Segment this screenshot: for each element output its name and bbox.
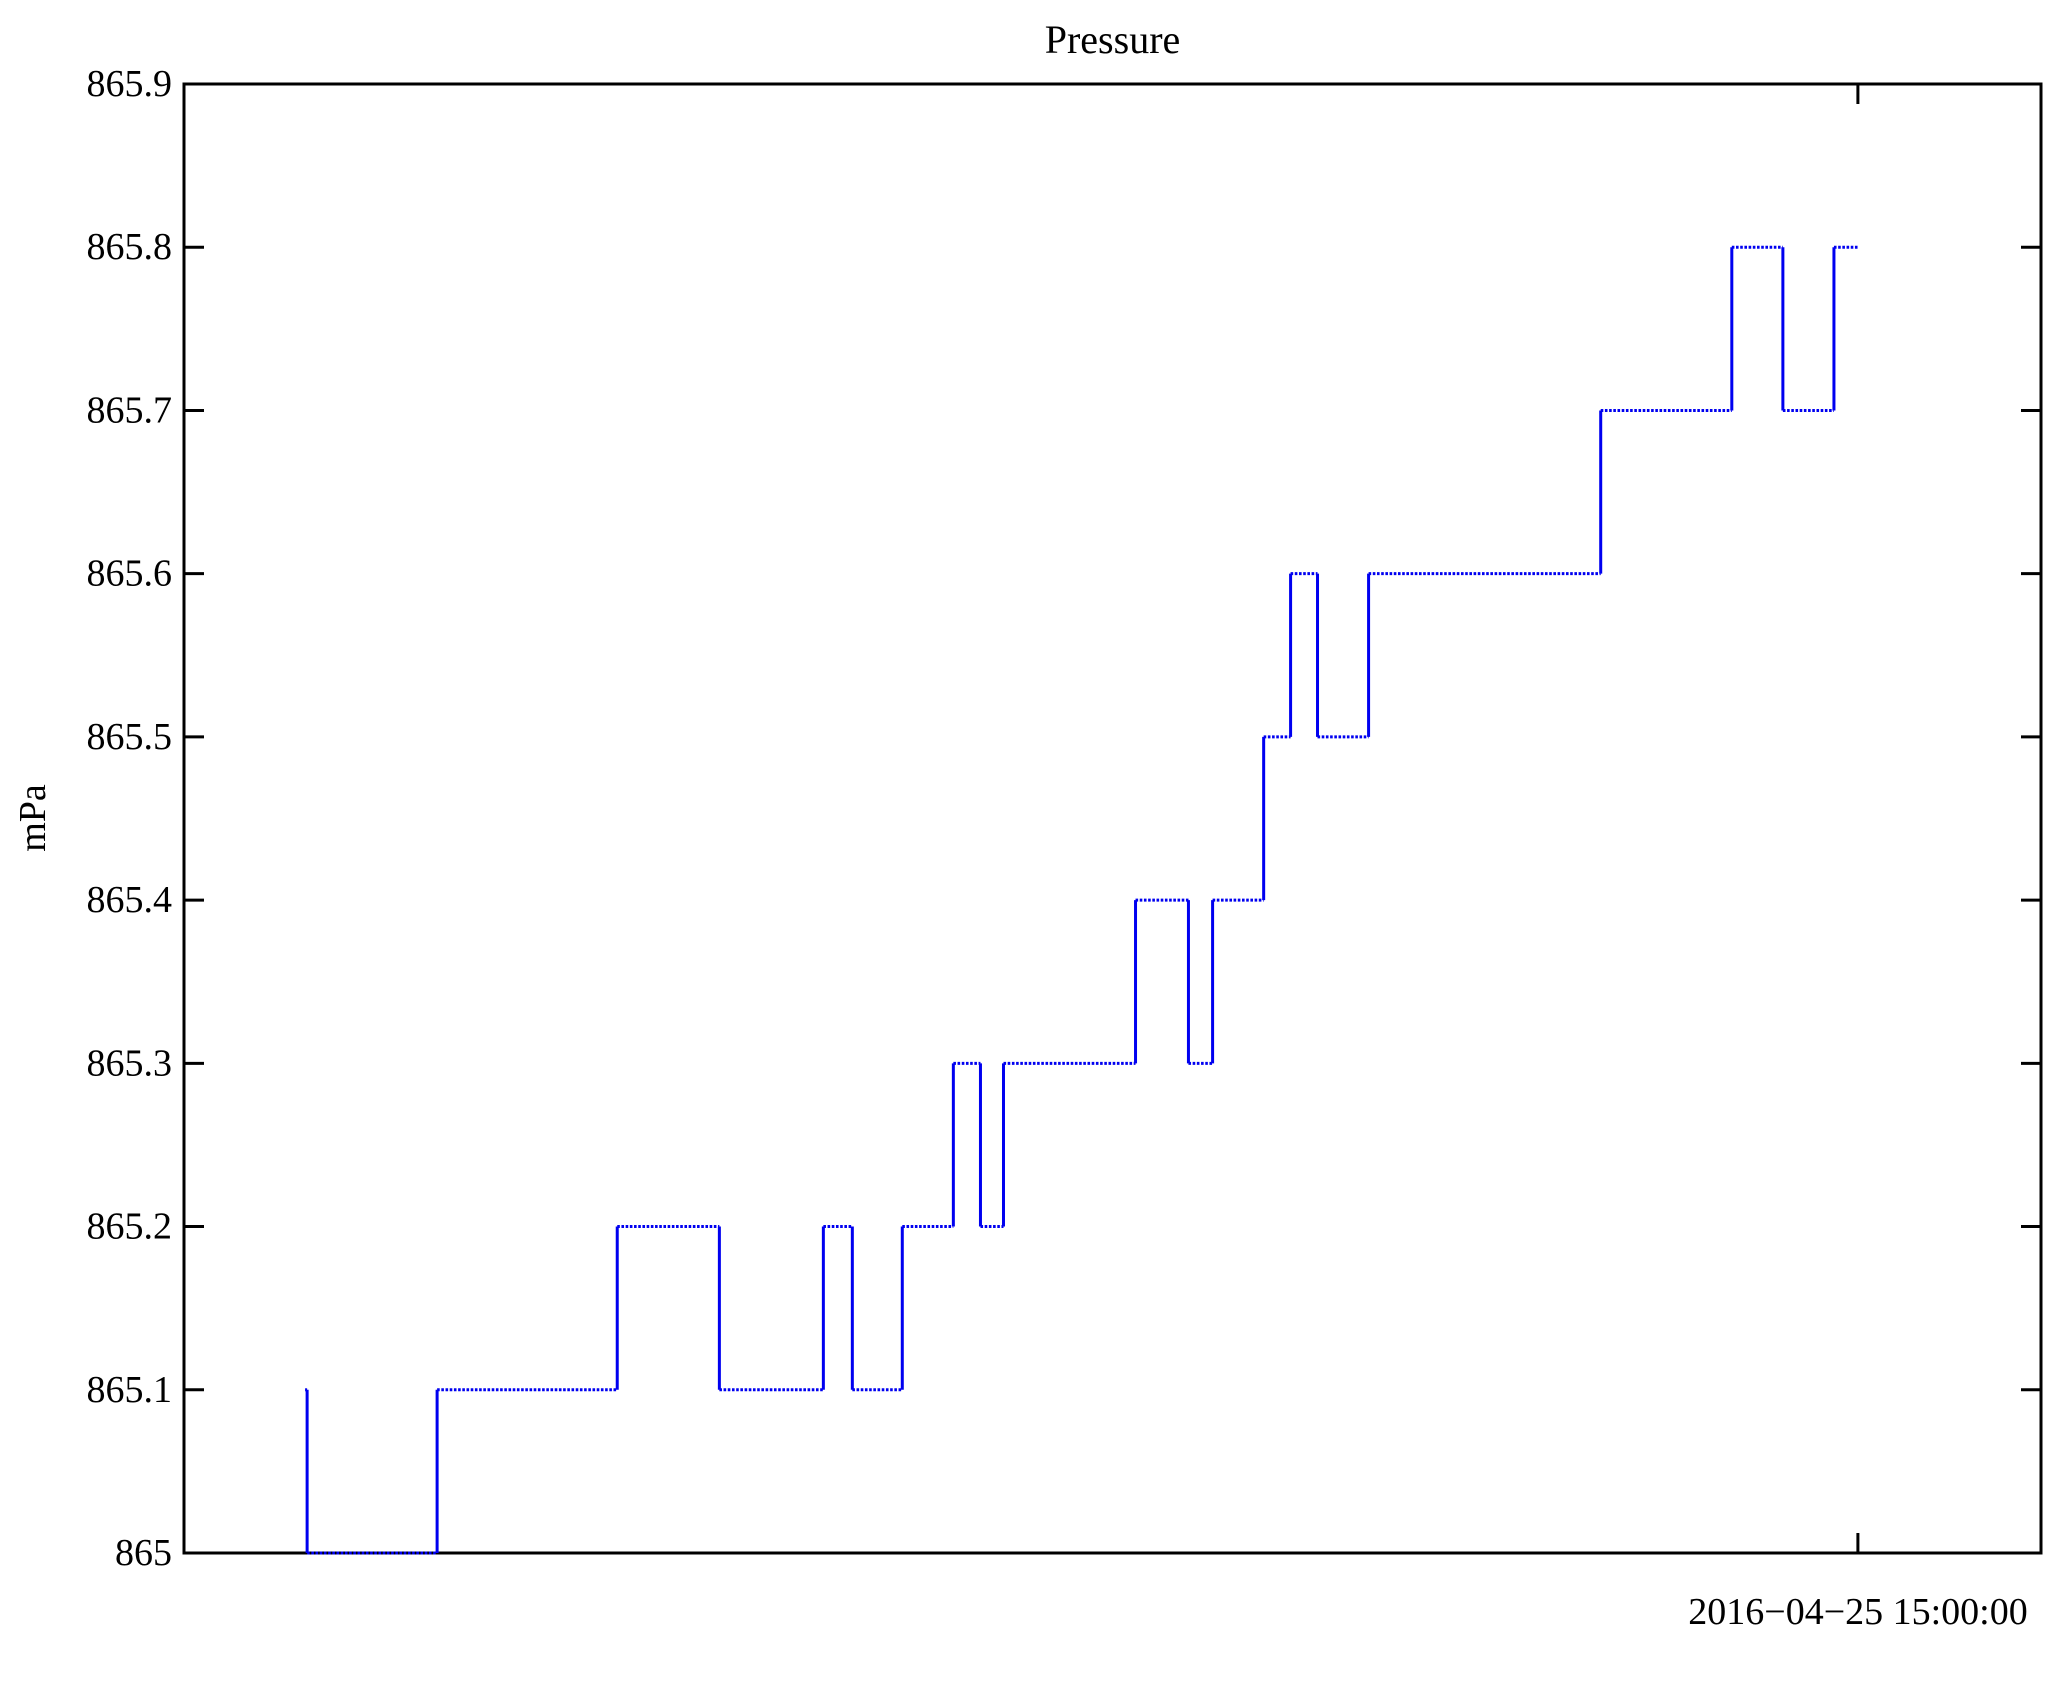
y-tick-label: 865.2 <box>87 1206 173 1248</box>
x-axis-tick-label: 2016−04−25 15:00:00 <box>1688 1591 2028 1633</box>
y-tick-label: 865.6 <box>87 553 173 595</box>
y-tick-label: 865.5 <box>87 716 173 758</box>
y-tick-label: 865.9 <box>87 63 173 105</box>
y-tick-label: 865.1 <box>87 1369 173 1411</box>
chart-title: Pressure <box>1044 17 1181 62</box>
plot-border <box>182 82 2043 1555</box>
y-tick-label: 865.3 <box>87 1042 173 1084</box>
y-tick-label: 865.4 <box>87 879 173 921</box>
y-tick-label: 865 <box>115 1532 172 1574</box>
y-tick-label: 865.7 <box>87 389 173 431</box>
y-tick-label: 865.8 <box>87 226 173 268</box>
